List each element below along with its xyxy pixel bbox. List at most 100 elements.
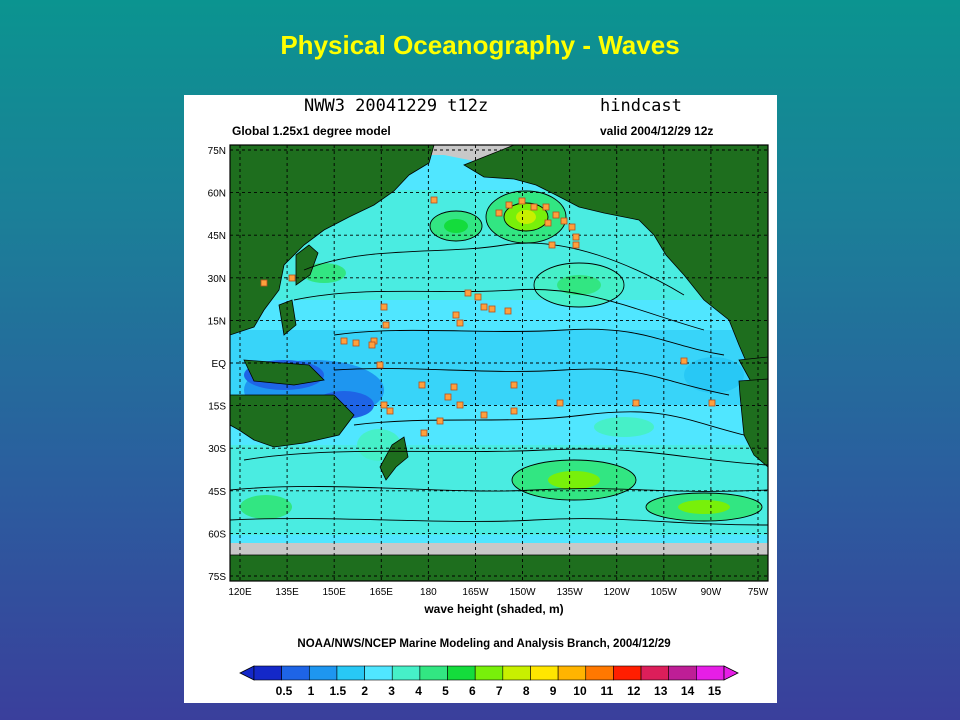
buoy-marker	[464, 289, 472, 297]
lon-label: 135W	[557, 587, 584, 598]
colorbar-segment	[419, 665, 448, 681]
colorbar-label: 11	[601, 684, 614, 698]
lon-label: 120W	[604, 587, 631, 598]
lon-label: 180	[420, 587, 437, 598]
buoy-marker	[572, 233, 580, 241]
buoy-marker	[544, 219, 552, 227]
buoy-marker	[568, 223, 576, 231]
wave-area-east	[594, 417, 654, 437]
lat-label: 30N	[208, 274, 226, 285]
buoy-marker	[495, 209, 503, 217]
buoy-marker	[452, 311, 460, 319]
buoy-marker	[510, 407, 518, 415]
colorbar-segment	[336, 665, 365, 681]
buoy-marker	[418, 381, 426, 389]
colorbar-label: 3	[388, 684, 395, 698]
colorbar-label: 6	[469, 684, 476, 698]
colorbar-segment	[502, 665, 531, 681]
wave-max-southeast-core	[678, 500, 730, 514]
lat-label: 60S	[208, 529, 226, 540]
colorbar-segment	[668, 665, 697, 681]
map-figure: NWW3 20041229 t12z hindcast Global 1.25x…	[208, 96, 769, 698]
colorbar-segment	[640, 665, 670, 681]
longitude-labels: 120E 135E 150E 165E 180 165W 150W 135W 120W 105W 9…	[228, 587, 769, 598]
buoy-marker	[368, 341, 376, 349]
colorbar-label: 1	[308, 684, 315, 698]
lat-label: 60N	[208, 189, 226, 200]
buoy-marker	[680, 357, 688, 365]
land-south-america	[738, 378, 768, 468]
colorbar-label: 4	[415, 684, 422, 698]
model-desc-label: Global 1.25x1 degree model	[232, 124, 391, 138]
lat-label: 45S	[208, 487, 226, 498]
lon-label: 165W	[462, 587, 489, 598]
valid-time-label: valid 2004/12/29 12z	[600, 124, 713, 138]
buoy-marker	[548, 241, 556, 249]
slide-title: Physical Oceanography - Waves	[280, 30, 680, 60]
colorbar-label: 2	[361, 684, 368, 698]
land-japan	[295, 244, 319, 286]
colorbar-segment	[530, 665, 559, 681]
buoy-marker	[288, 274, 296, 282]
buoy-marker	[456, 401, 464, 409]
lat-label: 15N	[208, 316, 226, 327]
buoy-marker	[542, 203, 550, 211]
colorbar-label: 10	[573, 684, 587, 698]
buoy-marker	[340, 337, 348, 345]
buoy-marker	[450, 383, 458, 391]
lat-label: 75S	[208, 572, 226, 583]
colorbar-segment	[447, 665, 476, 681]
land-philippines	[278, 299, 297, 336]
land-australia	[230, 394, 355, 448]
colorbar-label: 12	[627, 684, 641, 698]
buoy-marker	[560, 217, 568, 225]
graticule	[230, 145, 768, 581]
colorbar-label: 7	[496, 684, 503, 698]
model-run-label: NWW3 20041229 t12z	[304, 96, 488, 116]
lon-label: 165E	[370, 587, 394, 598]
colorbar-label: 8	[523, 684, 530, 698]
buoy-marker	[572, 241, 580, 249]
lon-label: 150E	[323, 587, 347, 598]
buoy-marker	[474, 293, 482, 301]
buoy-marker	[488, 305, 496, 313]
latitude-labels: 75N 60N 45N 30N 15N EQ 15S 30S 45S 60S 75S	[208, 146, 227, 583]
buoy-marker	[530, 203, 538, 211]
buoy-marker	[708, 399, 716, 407]
lat-label: 45N	[208, 231, 226, 242]
colorbar-arrow-left	[239, 665, 255, 681]
buoy-marker	[632, 399, 640, 407]
lon-label: 120E	[228, 587, 252, 598]
lat-label: 30S	[208, 444, 226, 455]
lon-label: 105W	[651, 587, 678, 598]
buoy-marker	[518, 197, 526, 205]
buoy-marker	[382, 321, 390, 329]
buoy-marker	[510, 381, 518, 389]
lon-label: 90W	[701, 587, 722, 598]
wave-max-south-pacific-core	[548, 471, 600, 489]
lat-label: 75N	[208, 146, 226, 157]
colorbar-label: 9	[550, 684, 557, 698]
colorbar	[239, 665, 739, 681]
colorbar-segment	[585, 665, 614, 681]
colorbar-label: 13	[654, 684, 668, 698]
wave-area-southwest	[240, 495, 292, 519]
buoy-marker	[380, 401, 388, 409]
buoy-markers	[260, 196, 716, 437]
colorbar-segment	[281, 665, 310, 681]
wave-area-northeast-core	[557, 275, 601, 295]
buoy-marker	[552, 211, 560, 219]
map-frame	[229, 144, 769, 582]
buoy-marker	[430, 196, 438, 204]
lat-label: EQ	[212, 359, 227, 370]
colorbar-segment	[613, 665, 642, 681]
axis-title: wave height (shaded, m)	[423, 602, 563, 616]
wave-max-north-pacific-core	[444, 219, 468, 233]
buoy-marker	[436, 417, 444, 425]
buoy-marker	[444, 393, 452, 401]
colorbar-arrow-right	[723, 665, 739, 681]
colorbar-segment	[364, 665, 393, 681]
buoy-marker	[386, 407, 394, 415]
ice-south	[230, 543, 768, 555]
buoy-marker	[504, 307, 512, 315]
